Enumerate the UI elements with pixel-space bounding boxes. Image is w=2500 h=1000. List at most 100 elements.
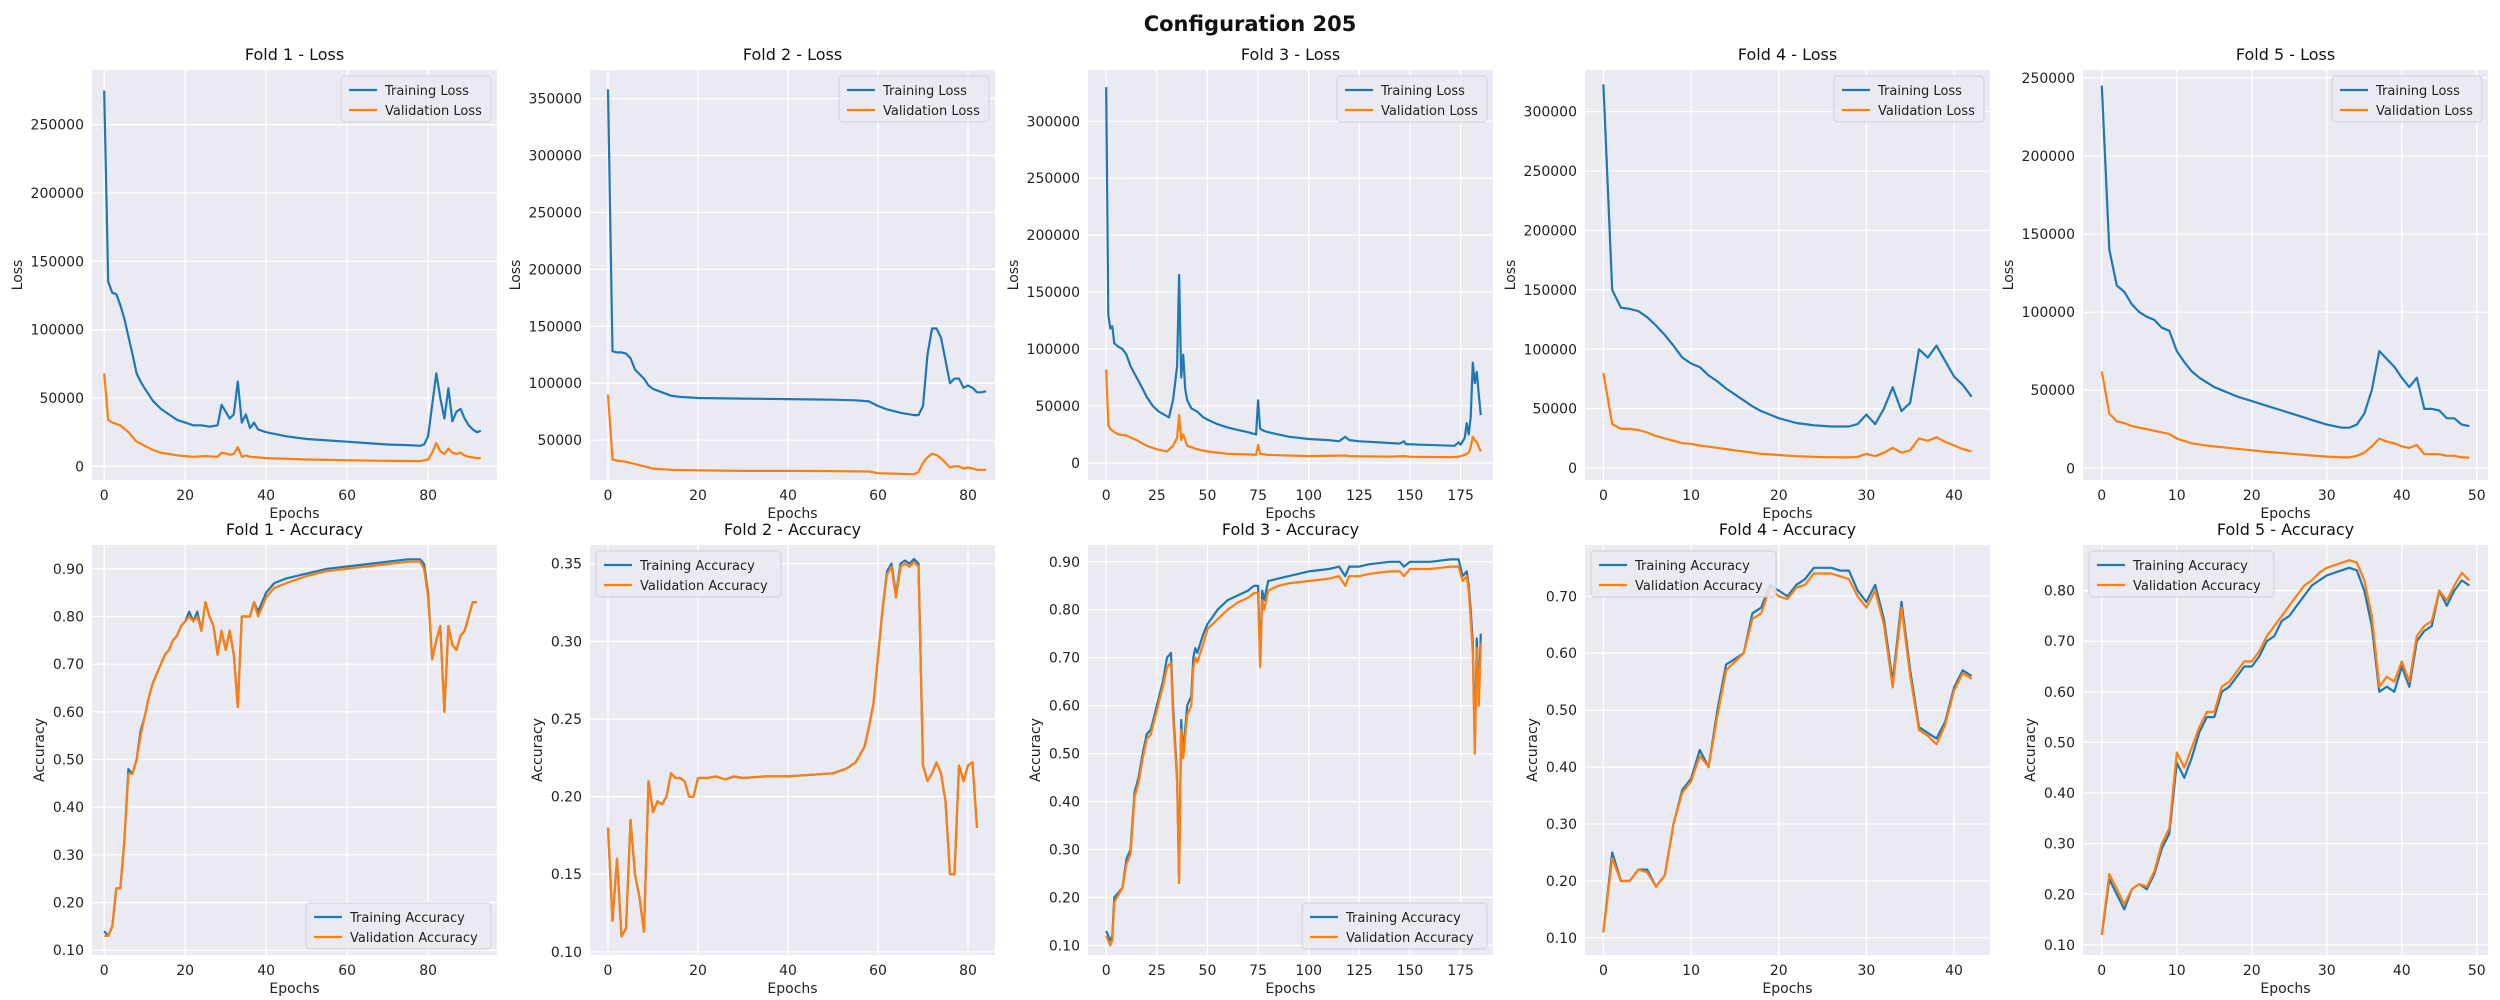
y-tick-label: 0.10 (2044, 938, 2075, 954)
y-tick-label: 0.90 (1049, 555, 1080, 571)
y-tick-label: 50000 (1532, 402, 1577, 418)
x-tick-label: 80 (959, 963, 977, 979)
validation-line (606, 561, 979, 938)
legend-label: Validation Accuracy (640, 579, 768, 594)
y-tick-label: 0.10 (551, 945, 582, 961)
y-tick-label: 100000 (1027, 342, 1080, 358)
x-tick-label: 0 (604, 488, 613, 504)
subplot-1: 0 50000 100000 150000 200000 250000 0 20 40 60 80 F… (10, 45, 497, 522)
y-tick-label: 150000 (529, 319, 582, 335)
subplot-4: 0 50000 100000 150000 200000 250000 300000 0 10 2… (1503, 45, 1990, 522)
x-tick-label: 150 (1397, 963, 1424, 979)
x-tick-label: 10 (2168, 488, 2186, 504)
legend-frame (1301, 902, 1488, 950)
x-tick-label: 60 (338, 963, 356, 979)
subplot-5: 0 50000 100000 150000 200000 250000 0 10 20 30 40 5… (2001, 45, 2488, 522)
legend: Training Accuracy Validation Accuracy (1301, 902, 1488, 950)
legend-label: Training Loss (882, 84, 967, 99)
plot-area (1088, 70, 1493, 480)
plot-area (590, 70, 995, 480)
y-tick-label: 300000 (1027, 114, 1080, 130)
subplot-title: Fold 1 - Accuracy (226, 520, 363, 539)
legend-label: Validation Loss (883, 104, 980, 119)
plot-area (92, 545, 497, 955)
x-tick-label: 125 (1346, 963, 1373, 979)
x-tick-label: 0 (1599, 963, 1608, 979)
x-tick-label: 100 (1295, 488, 1322, 504)
x-tick-label: 0 (1599, 488, 1608, 504)
legend-label: Validation Accuracy (1346, 931, 1474, 946)
subplot-title: Fold 5 - Loss (2236, 45, 2335, 64)
x-tick-label: 0 (100, 488, 109, 504)
training-line (103, 90, 482, 447)
x-tick-label: 30 (2318, 488, 2336, 504)
y-tick-label: 0 (1568, 461, 1577, 477)
x-tick-label: 10 (2168, 963, 2186, 979)
x-tick-label: 175 (1447, 488, 1474, 504)
legend-label: Validation Accuracy (350, 931, 478, 946)
subplot-2: 50000 100000 150000 200000 250000 300000 35000… (508, 45, 995, 522)
y-tick-label: 0.30 (53, 848, 84, 864)
y-tick-label: 0.70 (1049, 651, 1080, 667)
y-axis-label: Loss (508, 260, 524, 291)
x-tick-label: 20 (2243, 488, 2261, 504)
y-tick-label: 200000 (1027, 228, 1080, 244)
y-tick-label: 0 (2066, 461, 2075, 477)
subplot-8: 0.10 0.20 0.30 0.40 0.50 0.60 0.70 0.80 0.90 0 25 5… (1028, 520, 1493, 997)
y-axis-label: Loss (1503, 260, 1519, 291)
y-tick-label: 250000 (1524, 164, 1577, 180)
plot-area (92, 70, 497, 480)
x-tick-label: 75 (1249, 963, 1267, 979)
validation-line (103, 373, 481, 463)
x-tick-label: 50 (1199, 488, 1217, 504)
subplot-title: Fold 1 - Loss (245, 45, 344, 64)
x-tick-label: 0 (2097, 963, 2106, 979)
legend: Training Accuracy Validation Accuracy (1590, 550, 1777, 598)
legend-frame (305, 902, 492, 950)
x-tick-label: 40 (1945, 963, 1963, 979)
x-tick-label: 80 (959, 488, 977, 504)
x-tick-label: 100 (1295, 963, 1322, 979)
y-tick-label: 0.60 (53, 705, 84, 721)
legend-label: Training Accuracy (1345, 911, 1461, 926)
y-tick-label: 0.30 (2044, 837, 2075, 853)
x-tick-label: 40 (2393, 488, 2411, 504)
legend-label: Training Loss (1380, 84, 1465, 99)
x-axis-label: Epochs (2260, 506, 2310, 522)
y-tick-label: 0.90 (53, 562, 84, 578)
x-tick-label: 20 (689, 488, 707, 504)
plot-area (1088, 545, 1493, 955)
y-tick-label: 0.30 (1546, 817, 1577, 833)
x-tick-label: 20 (689, 963, 707, 979)
subplot-3: 0 50000 100000 150000 200000 250000 300000 0 25 5… (1006, 45, 1493, 522)
y-tick-label: 100000 (31, 323, 84, 339)
training-line (1105, 87, 1482, 447)
legend: Training Loss Validation Loss (340, 75, 492, 123)
x-tick-label: 40 (779, 488, 797, 504)
x-tick-label: 30 (2318, 963, 2336, 979)
y-tick-label: 250000 (31, 118, 84, 134)
x-axis-label: Epochs (269, 506, 319, 522)
legend-label: Training Accuracy (1634, 559, 1750, 574)
x-tick-label: 0 (1102, 963, 1111, 979)
y-tick-label: 0.40 (1049, 795, 1080, 811)
validation-line (1105, 565, 1482, 947)
y-tick-label: 50000 (2030, 383, 2075, 399)
x-tick-label: 30 (1857, 488, 1875, 504)
subplot-title: Fold 3 - Loss (1241, 45, 1340, 64)
y-tick-label: 0 (1071, 456, 1080, 472)
x-tick-label: 150 (1397, 488, 1424, 504)
subplot-title: Fold 3 - Accuracy (1222, 520, 1359, 539)
x-tick-label: 60 (869, 488, 887, 504)
x-axis-label: Epochs (1265, 506, 1315, 522)
y-tick-label: 150000 (1027, 285, 1080, 301)
y-axis-label: Accuracy (2023, 718, 2039, 782)
legend-label: Training Accuracy (639, 559, 755, 574)
x-tick-label: 80 (419, 963, 437, 979)
validation-line (1602, 572, 1973, 933)
validation-line (104, 560, 477, 937)
legend: Training Loss Validation Loss (2331, 75, 2483, 123)
x-axis-label: Epochs (1762, 506, 1812, 522)
y-tick-label: 0.60 (1049, 699, 1080, 715)
y-tick-label: 50000 (1035, 399, 1080, 415)
